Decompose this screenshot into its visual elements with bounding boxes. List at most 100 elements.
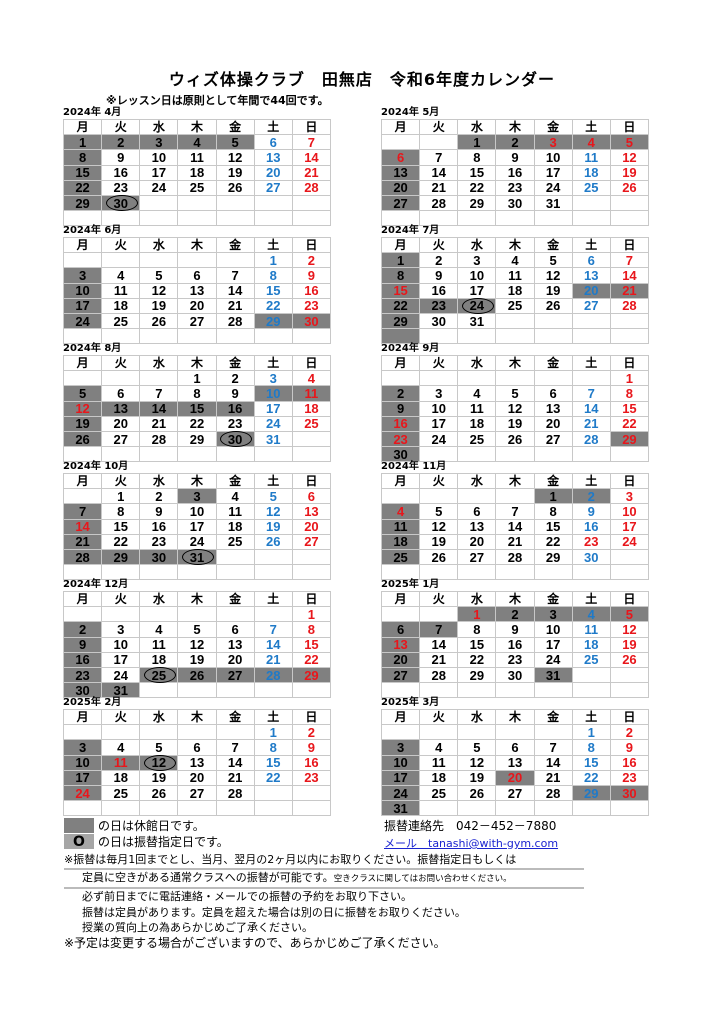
- day-cell: 23: [62, 666, 103, 684]
- day-cell: 24: [380, 784, 421, 802]
- day-cell: 25: [101, 312, 141, 330]
- weekday-label: 木: [495, 708, 535, 726]
- day-cell: 26: [419, 548, 459, 566]
- day-number: 29: [622, 431, 637, 447]
- week-row: 13 14 15 16 17 18 19: [380, 164, 650, 181]
- empty-cell: [291, 430, 332, 448]
- week-row: 2 3 4 5 6 7 8: [62, 621, 332, 638]
- day-cell: 13: [291, 503, 332, 520]
- week-row: [380, 210, 650, 227]
- day-number: 2: [625, 724, 634, 740]
- day-cell: 31: [101, 682, 141, 699]
- week-row: 19 20 21 22 23 24 25: [62, 415, 332, 432]
- day-cell: 18: [215, 518, 255, 535]
- day-cell: 2: [291, 252, 332, 269]
- week-row: 30: [380, 446, 650, 463]
- day-number: 16: [227, 401, 243, 417]
- weekday-label: 金: [215, 354, 255, 372]
- day-cell: 15: [533, 518, 573, 535]
- day-number: 14: [584, 401, 599, 417]
- weekday-label: 火: [419, 236, 459, 254]
- day-cell: 18: [495, 282, 535, 299]
- week-row: 22 23 24 25 26 27 28: [62, 179, 332, 196]
- day-cell: 14: [291, 149, 332, 166]
- empty-cell: [139, 606, 179, 623]
- day-number: 12: [431, 519, 446, 535]
- weekday-label: 木: [177, 590, 217, 608]
- day-cell: 31: [177, 548, 217, 566]
- day-cell: 3: [457, 252, 497, 269]
- day-cell: 7: [215, 739, 255, 756]
- weekday-header: 月火水木金土日: [380, 354, 650, 372]
- day-number: 5: [155, 739, 163, 755]
- day-cell: 18: [101, 769, 141, 786]
- day-number: 11: [584, 149, 599, 165]
- day-cell: 15: [253, 282, 293, 299]
- day-cell: 11: [457, 400, 497, 417]
- day-number: 13: [227, 637, 243, 653]
- day-cell: 24: [62, 312, 103, 330]
- day-number: 16: [304, 283, 319, 299]
- day-number: 6: [511, 739, 519, 755]
- day-cell: 15: [457, 164, 497, 181]
- day-number: 15: [113, 519, 128, 535]
- day-number: 12: [622, 621, 637, 637]
- makeup-day-circle-icon: [461, 297, 494, 314]
- empty-cell: [291, 210, 332, 227]
- day-number: 16: [75, 652, 90, 668]
- day-cell: 29: [533, 548, 573, 566]
- weekday-label: 土: [253, 590, 293, 608]
- weekday-header: 月火水木金土日: [380, 472, 650, 490]
- day-number: 27: [113, 431, 128, 447]
- empty-cell: [457, 370, 497, 387]
- day-number: 8: [117, 503, 125, 519]
- day-number: 20: [393, 180, 408, 196]
- empty-cell: [253, 606, 293, 623]
- day-cell: 17: [139, 164, 179, 181]
- day-cell: 5: [495, 385, 535, 402]
- empty-cell: [419, 134, 459, 151]
- day-number: 31: [113, 682, 128, 698]
- day-cell: 6: [533, 385, 573, 402]
- day-cell: 4: [139, 621, 179, 638]
- weekday-label: 土: [571, 590, 611, 608]
- day-number: 4: [587, 606, 595, 622]
- day-number: 30: [75, 682, 90, 698]
- day-number: 4: [587, 134, 595, 150]
- day-number: 6: [396, 149, 405, 165]
- day-cell: 13: [457, 518, 497, 535]
- day-number: 5: [625, 134, 634, 150]
- weekday-label: 月: [380, 472, 421, 490]
- day-number: 4: [396, 503, 405, 519]
- day-cell: 5: [215, 134, 255, 151]
- day-cell: 30: [139, 548, 179, 566]
- day-number: 28: [266, 667, 281, 683]
- week-row: 3 4 5 6 7 8 9: [62, 267, 332, 284]
- weekday-label: 月: [62, 236, 103, 254]
- day-cell: 3: [419, 385, 459, 402]
- day-cell: 16: [291, 754, 332, 771]
- day-number: 10: [545, 149, 561, 165]
- day-cell: 4: [101, 739, 141, 756]
- day-number: 3: [117, 621, 125, 637]
- day-number: 1: [396, 252, 405, 268]
- empty-cell: [533, 312, 573, 330]
- day-cell: 22: [291, 651, 332, 668]
- day-cell: 12: [609, 149, 650, 166]
- weekday-label: 水: [457, 236, 497, 254]
- day-number: 17: [469, 283, 485, 299]
- day-number: 25: [113, 313, 128, 329]
- day-cell: 27: [457, 548, 497, 566]
- day-number: 22: [266, 770, 281, 786]
- contact-email-link[interactable]: メール tanashi@with-gym.com: [384, 837, 559, 850]
- week-row: 11 12 13 14 15 16 17: [380, 518, 650, 535]
- day-number: 11: [190, 149, 204, 165]
- month-label: 2024年 12月: [63, 579, 129, 590]
- day-cell: 30: [62, 682, 103, 699]
- day-cell: 29: [457, 194, 497, 212]
- day-number: 9: [231, 385, 239, 401]
- day-number: 16: [113, 165, 128, 181]
- empty-cell: [419, 800, 459, 817]
- day-cell: 10: [533, 149, 573, 166]
- day-number: 4: [435, 739, 443, 755]
